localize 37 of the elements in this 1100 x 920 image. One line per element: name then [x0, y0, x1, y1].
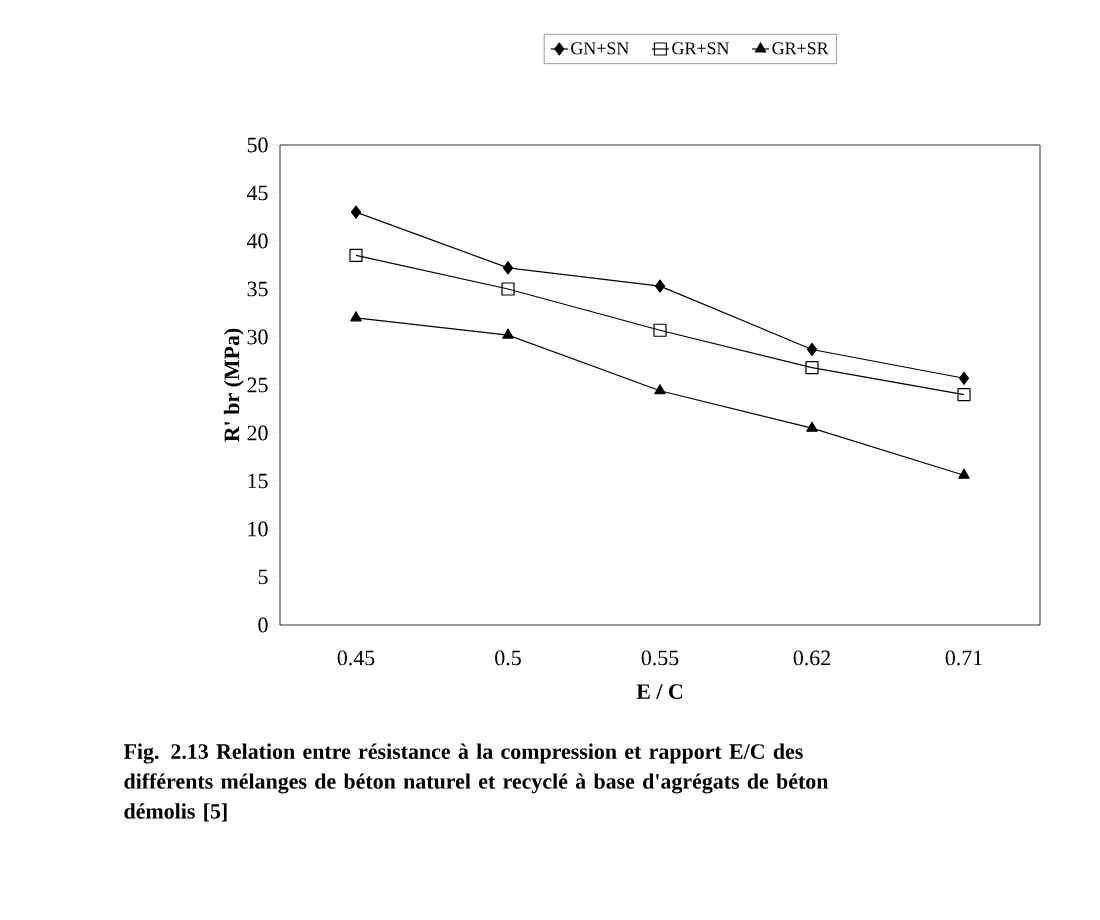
y-tick-label: 30 — [247, 329, 268, 345]
point — [501, 282, 515, 296]
x-tick-label: 0.55 — [641, 650, 679, 666]
caption: Fig. 2.13 Relation entre résistance à la compression et rapport E/C des différents mélanges de béton naturel et recyclé à base d'agrégats de béton démolis [5] — [123, 743, 829, 822]
y-axis-title: R' br (MPa) — [223, 328, 244, 442]
legend-label: GR+SN — [672, 42, 730, 55]
y-tick-label: 35 — [247, 281, 268, 297]
legend-label: GN+SN — [571, 42, 629, 55]
y-tick-label: 10 — [248, 521, 268, 537]
point — [805, 361, 819, 375]
x-tick-label: 0.62 — [793, 650, 830, 666]
point — [502, 261, 514, 275]
point — [806, 342, 818, 357]
point — [653, 323, 667, 337]
point — [958, 468, 970, 479]
point — [654, 279, 666, 293]
y-tick-label: 50 — [247, 137, 268, 153]
point — [806, 421, 818, 432]
point — [957, 387, 971, 402]
x-tick-label: 0.5 — [495, 650, 521, 666]
point — [958, 371, 970, 385]
y-tick-label: 15 — [248, 473, 268, 489]
point — [349, 248, 363, 262]
point — [350, 205, 362, 219]
point — [502, 328, 514, 339]
y-tick-label: 20 — [247, 425, 268, 441]
y-tick-label: 0 — [258, 617, 268, 633]
point — [654, 384, 666, 395]
legend-label: GR+SR — [772, 42, 829, 55]
x-axis-title: E / C — [636, 684, 683, 699]
x-tick-label: 0.71 — [945, 650, 982, 666]
point — [350, 311, 362, 322]
y-tick-label: 45 — [246, 185, 268, 201]
x-tick-label: 0.45 — [337, 650, 375, 666]
y-tick-label: 25 — [247, 377, 268, 393]
y-tick-label: 40 — [246, 233, 268, 249]
y-tick-label: 5 — [258, 569, 268, 585]
